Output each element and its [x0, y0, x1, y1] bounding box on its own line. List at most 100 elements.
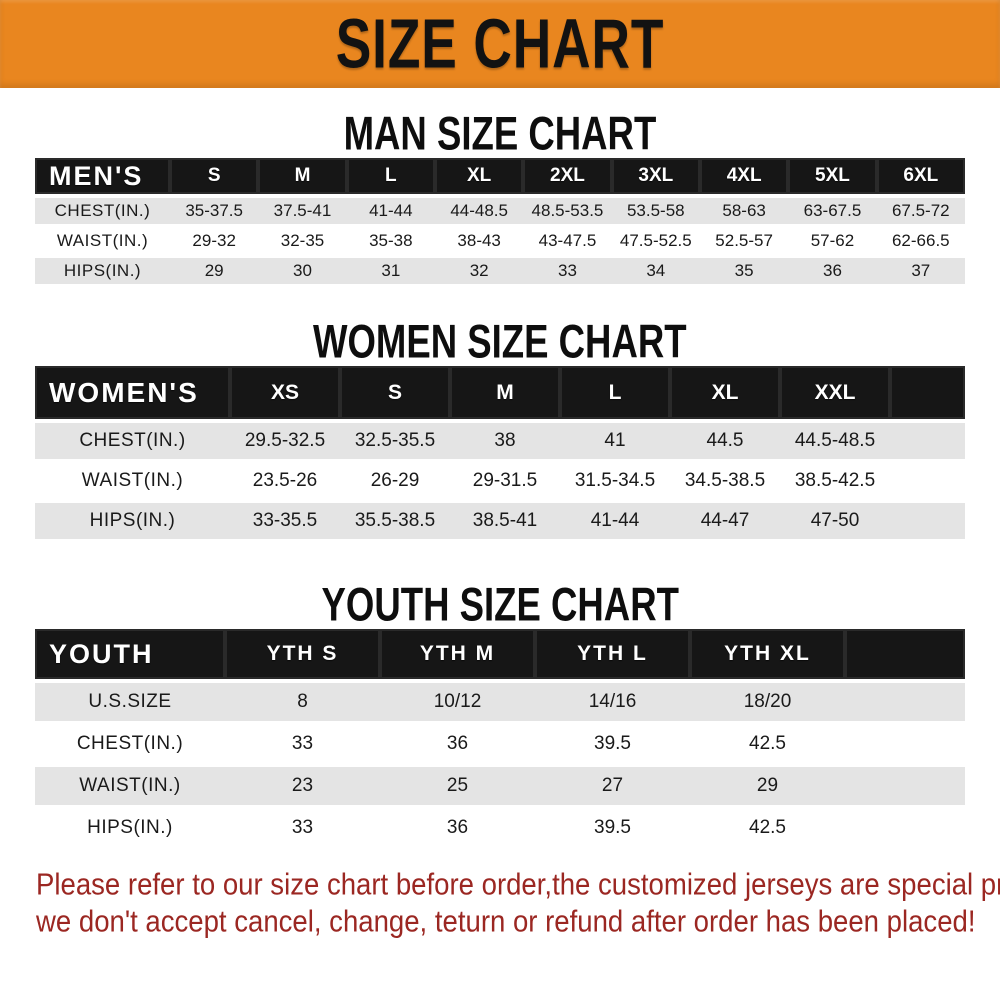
- table-corner-label: YOUTH: [35, 629, 225, 683]
- measurement-cell: 44.5: [670, 421, 780, 463]
- row-label: CHEST(IN.): [35, 196, 170, 228]
- row-label: HIPS(IN.): [35, 807, 225, 851]
- size-column-header: S: [340, 366, 450, 423]
- youth-section-title: YOUTH SIZE CHART: [0, 578, 1000, 632]
- banner-title: SIZE CHART: [335, 5, 665, 83]
- measurement-cell: 33: [523, 256, 612, 288]
- measurement-cell: 23: [225, 765, 380, 809]
- measurement-cell: 39.5: [535, 723, 690, 767]
- measurement-cell: 38.5-42.5: [780, 461, 890, 503]
- measurement-cell: 36: [380, 807, 535, 851]
- measurement-row: WAIST(IN.) 29-32 32-35 35-38 38-43 43-47.5 47.…: [35, 226, 965, 258]
- measurement-cell: 41: [560, 421, 670, 463]
- header-spacer: [890, 366, 965, 423]
- measurement-row: HIPS(IN.) 33-35.5 35.5-38.5 38.5-41 41-44 44-…: [35, 501, 965, 543]
- measurement-cell: 29-31.5: [450, 461, 560, 503]
- row-label: CHEST(IN.): [35, 421, 230, 463]
- measurement-cell: 34: [611, 256, 700, 288]
- size-column-header: M: [258, 158, 347, 198]
- measurement-cell: 47-50: [780, 501, 890, 543]
- size-column-header: L: [346, 158, 435, 198]
- row-spacer: [845, 723, 965, 767]
- measurement-cell: 35-37.5: [170, 196, 259, 228]
- row-label: WAIST(IN.): [35, 226, 170, 258]
- size-column-header: YTH M: [380, 629, 535, 683]
- measurement-cell: 33: [225, 723, 380, 767]
- disclaimer-line-1: Please refer to our size chart before or…: [36, 868, 1000, 902]
- row-label: WAIST(IN.): [35, 461, 230, 503]
- measurement-cell: 43-47.5: [523, 226, 612, 258]
- measurement-cell: 32: [434, 256, 524, 288]
- measurement-cell: 31.5-34.5: [560, 461, 670, 503]
- measurement-cell: 35: [699, 256, 789, 288]
- size-column-header: XXL: [780, 366, 890, 423]
- measurement-cell: 32-35: [258, 226, 347, 258]
- man-section-title: MAN SIZE CHART: [0, 107, 1000, 161]
- measurement-cell: 62-66.5: [876, 226, 965, 258]
- measurement-cell: 39.5: [535, 807, 690, 851]
- measurement-row: HIPS(IN.) 29 30 31 32 33 34 35 36 37: [35, 256, 965, 288]
- measurement-cell: 29: [690, 765, 845, 809]
- header-row: YOUTH YTH S YTH M YTH L YTH XL: [35, 629, 965, 683]
- size-column-header: 4XL: [699, 158, 789, 198]
- size-column-header: YTH S: [225, 629, 380, 683]
- measurement-cell: 35-38: [346, 226, 435, 258]
- size-column-header: XL: [434, 158, 524, 198]
- measurement-row: U.S.SIZE 8 10/12 14/16 18/20: [35, 681, 965, 725]
- measurement-cell: 48.5-53.5: [523, 196, 612, 228]
- measurement-cell: 23.5-26: [230, 461, 340, 503]
- women-section-title-text: WOMEN SIZE CHART: [313, 315, 687, 369]
- row-spacer: [890, 421, 965, 463]
- row-spacer: [890, 461, 965, 503]
- measurement-cell: 34.5-38.5: [670, 461, 780, 503]
- men-size-table: MEN'S S M L XL 2XL 3XL 4XL 5XL 6XL CHEST(IN.) 35-37…: [35, 158, 965, 288]
- measurement-cell: 44-47: [670, 501, 780, 543]
- measurement-cell: 53.5-58: [611, 196, 700, 228]
- measurement-cell: 44-48.5: [434, 196, 524, 228]
- measurement-cell: 32.5-35.5: [340, 421, 450, 463]
- measurement-row: HIPS(IN.) 33 36 39.5 42.5: [35, 807, 965, 851]
- measurement-cell: 36: [380, 723, 535, 767]
- row-spacer: [845, 807, 965, 851]
- size-column-header: 6XL: [876, 158, 965, 198]
- measurement-cell: 14/16: [535, 681, 690, 725]
- row-label: WAIST(IN.): [35, 765, 225, 809]
- measurement-cell: 44.5-48.5: [780, 421, 890, 463]
- measurement-cell: 10/12: [380, 681, 535, 725]
- size-column-header: 2XL: [523, 158, 612, 198]
- measurement-cell: 8: [225, 681, 380, 725]
- measurement-cell: 35.5-38.5: [340, 501, 450, 543]
- row-label: U.S.SIZE: [35, 681, 225, 725]
- size-column-header: YTH L: [535, 629, 690, 683]
- size-column-header: XL: [670, 366, 780, 423]
- size-column-header: M: [450, 366, 560, 423]
- header-spacer: [845, 629, 965, 683]
- row-label: CHEST(IN.): [35, 723, 225, 767]
- man-section-title-text: MAN SIZE CHART: [343, 107, 657, 161]
- measurement-row: CHEST(IN.) 29.5-32.5 32.5-35.5 38 41 44.5 44.5…: [35, 421, 965, 463]
- size-column-header: 3XL: [611, 158, 700, 198]
- measurement-row: CHEST(IN.) 33 36 39.5 42.5: [35, 723, 965, 767]
- measurement-cell: 36: [788, 256, 877, 288]
- size-column-header: L: [560, 366, 670, 423]
- size-column-header: XS: [230, 366, 340, 423]
- table-corner-label: MEN'S: [35, 158, 170, 198]
- size-column-header: S: [170, 158, 259, 198]
- youth-section-title-text: YOUTH SIZE CHART: [321, 578, 679, 632]
- measurement-cell: 52.5-57: [699, 226, 789, 258]
- measurement-row: CHEST(IN.) 35-37.5 37.5-41 41-44 44-48.5 48.5…: [35, 196, 965, 228]
- measurement-cell: 29-32: [170, 226, 259, 258]
- header-row: WOMEN'S XS S M L XL XXL: [35, 366, 965, 423]
- measurement-cell: 41-44: [560, 501, 670, 543]
- measurement-cell: 29: [170, 256, 259, 288]
- youth-size-table: YOUTH YTH S YTH M YTH L YTH XL U.S.SIZE 8 10/12…: [35, 629, 965, 851]
- measurement-cell: 67.5-72: [876, 196, 965, 228]
- measurement-cell: 58-63: [699, 196, 789, 228]
- women-section-title: WOMEN SIZE CHART: [0, 315, 1000, 369]
- measurement-row: WAIST(IN.) 23.5-26 26-29 29-31.5 31.5-34.5 34…: [35, 461, 965, 503]
- measurement-cell: 38.5-41: [450, 501, 560, 543]
- measurement-cell: 29.5-32.5: [230, 421, 340, 463]
- measurement-cell: 25: [380, 765, 535, 809]
- measurement-cell: 30: [258, 256, 347, 288]
